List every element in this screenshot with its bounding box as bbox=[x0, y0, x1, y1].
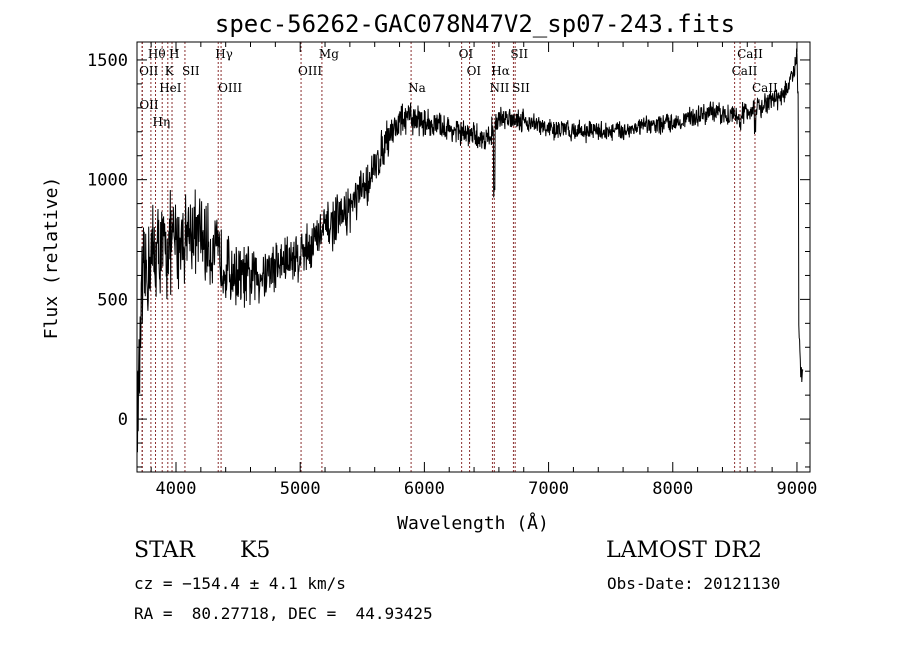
y-tick-label: 1000 bbox=[87, 171, 128, 191]
spectral-line-label: SII bbox=[512, 81, 530, 95]
y-tick-label: 500 bbox=[97, 290, 128, 310]
x-tick-label: 8000 bbox=[652, 479, 693, 499]
spectral-line-label: OI bbox=[467, 64, 482, 78]
spectral-line-label: HeI bbox=[159, 81, 182, 95]
spectral-line-label: K bbox=[165, 64, 175, 78]
spectral-line-label: OII bbox=[139, 64, 159, 78]
y-tick-label: 1500 bbox=[87, 51, 128, 71]
spectral-line-label: SII bbox=[182, 64, 200, 78]
x-tick-label: 4000 bbox=[156, 479, 197, 499]
spectrum-line bbox=[137, 48, 804, 453]
coordinates: RA = 80.27718, DEC = 44.93425 bbox=[134, 604, 433, 623]
redshift-cz: cz = −154.4 ± 4.1 km/s bbox=[134, 574, 346, 593]
spectral-line-label: OI bbox=[459, 47, 474, 61]
spectral-line-label: Na bbox=[408, 81, 426, 95]
spectral-line-label: Mg bbox=[319, 47, 339, 61]
spectral-line-label: Hη bbox=[153, 115, 171, 129]
spectral-line-label: CaII bbox=[732, 64, 758, 78]
object-class: STAR bbox=[134, 538, 195, 563]
spectral-line-label: Hα bbox=[491, 64, 510, 78]
spectral-line-label: H bbox=[169, 47, 179, 61]
spectral-line-label: OII bbox=[139, 98, 159, 112]
object-subclass: K5 bbox=[240, 538, 271, 563]
spectral-line-label: CaII bbox=[737, 47, 763, 61]
y-tick-label: 0 bbox=[118, 410, 128, 430]
spectral-line-label: Hθ bbox=[148, 47, 166, 61]
spectral-line-label: OIII bbox=[298, 64, 322, 78]
survey-name: LAMOST DR2 bbox=[606, 538, 762, 563]
x-axis-label: Wavelength (Å) bbox=[397, 512, 549, 534]
spectral-line-label: Hγ bbox=[215, 47, 233, 61]
spectrum-chart: spec-56262-GAC078N47V2_sp07-243.fits Hθ K… bbox=[41, 10, 817, 534]
spectral-line-label: SII bbox=[510, 47, 528, 61]
spectral-line-label: NII bbox=[489, 81, 509, 95]
spectral-line-label: OIII bbox=[218, 81, 242, 95]
chart-title: spec-56262-GAC078N47V2_sp07-243.fits bbox=[215, 10, 735, 38]
x-tick-label: 5000 bbox=[280, 479, 321, 499]
plot-frame bbox=[136, 41, 811, 473]
y-axis-label: Flux (relative) bbox=[41, 177, 62, 340]
x-tick-label: 7000 bbox=[528, 479, 569, 499]
x-tick-label: 9000 bbox=[776, 479, 817, 499]
obs-date: Obs-Date: 20121130 bbox=[607, 574, 781, 593]
x-tick-label: 6000 bbox=[404, 479, 445, 499]
spectral-line-label: CaII bbox=[752, 81, 778, 95]
